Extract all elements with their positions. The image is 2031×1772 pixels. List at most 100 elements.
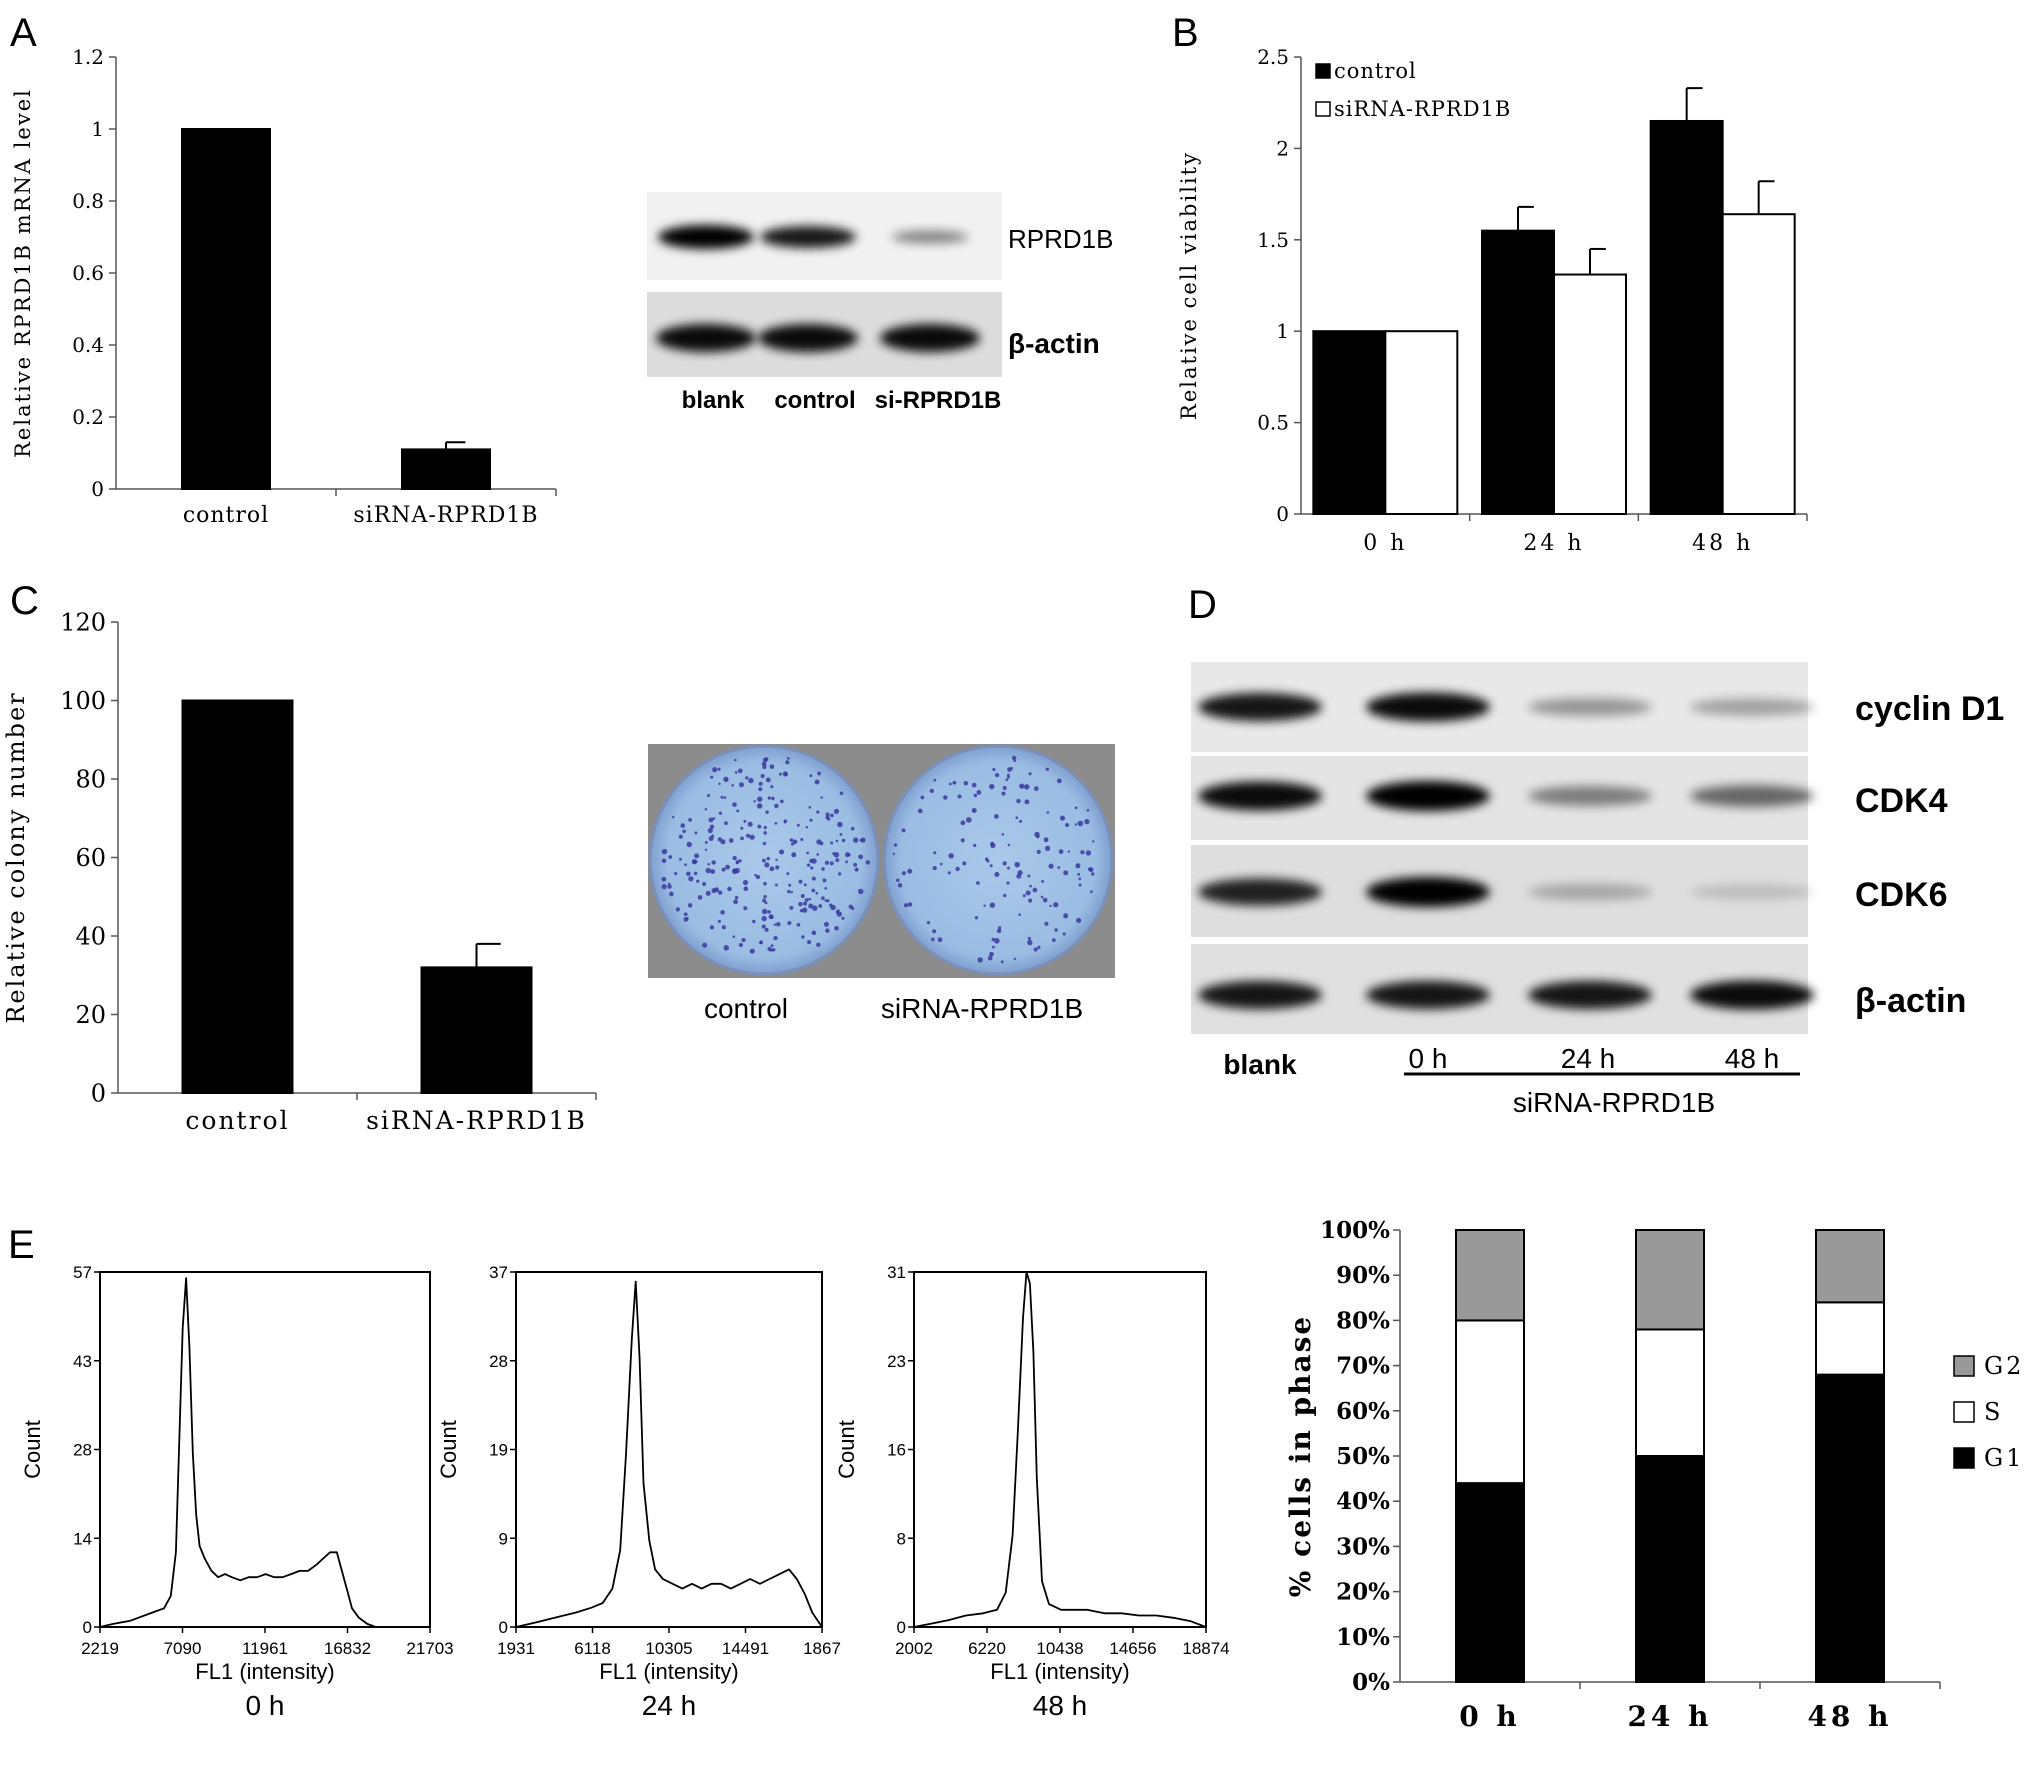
legend-label: control xyxy=(1334,59,1417,83)
y-tick-label: 40 xyxy=(75,922,106,950)
colony-dot xyxy=(661,884,667,890)
histogram-48h: 0 8 16 23 31 2002 6220 10438 14656 18874 FL1 (inte… xyxy=(834,1263,1230,1721)
colony-dot xyxy=(1007,866,1010,870)
bar xyxy=(1312,330,1387,516)
colony-dot xyxy=(858,854,864,860)
colony-dot xyxy=(1075,863,1081,869)
stacked-segment-g1 xyxy=(1635,1455,1705,1683)
colony-dot xyxy=(702,942,708,948)
colony-dot xyxy=(749,948,755,954)
blot-a-label-target: RPRD1B xyxy=(1008,224,1113,254)
colony-dot xyxy=(822,878,827,883)
colony-dot xyxy=(759,941,762,944)
colony-dot xyxy=(1046,811,1050,814)
colony-dot xyxy=(743,819,747,823)
colony-dot xyxy=(853,862,858,867)
y-tick-label: 43 xyxy=(73,1352,92,1371)
colony-dot xyxy=(823,921,830,927)
colony-dot xyxy=(811,888,816,893)
colony-dot xyxy=(758,781,763,786)
y-axis-label: Count xyxy=(834,1420,859,1479)
x-tick-label: control xyxy=(183,503,269,528)
colony-dot xyxy=(721,867,726,872)
colony-dot xyxy=(937,937,943,943)
colony-dot xyxy=(754,873,757,877)
colony-dot xyxy=(816,810,820,814)
colony-dot xyxy=(839,832,843,836)
colony-dot xyxy=(800,894,805,898)
colony-dot xyxy=(765,810,769,814)
colony-dot xyxy=(820,796,823,799)
band-2-0 xyxy=(1198,878,1322,906)
y-tick-label: 0.2 xyxy=(72,405,104,429)
colony-dot xyxy=(732,935,736,938)
colony-dot xyxy=(948,782,952,786)
colony-dot xyxy=(1011,755,1017,761)
colony-dot xyxy=(812,905,818,911)
colony-dot xyxy=(705,890,711,896)
colony-dot xyxy=(734,771,738,774)
bar xyxy=(181,699,294,1094)
band-2-1 xyxy=(1366,877,1490,907)
colony-dot xyxy=(732,855,737,861)
colony-dot xyxy=(855,867,859,871)
colony-dot xyxy=(727,886,732,892)
colony-dot xyxy=(686,841,692,848)
x-tick-label: 6118 xyxy=(574,1639,611,1658)
colony-dot xyxy=(757,796,763,802)
colony-dot xyxy=(1028,772,1032,776)
x-tick-label: 48 h xyxy=(1807,1700,1892,1733)
colony-dot xyxy=(734,895,739,900)
colony-dot xyxy=(1002,861,1007,866)
colony-dot xyxy=(800,837,804,841)
colony-dot xyxy=(679,857,682,861)
colony-dot xyxy=(1029,884,1032,888)
colony-dot xyxy=(774,803,779,809)
colony-dot xyxy=(827,817,831,821)
colony-dot xyxy=(684,863,687,867)
colony-dot xyxy=(711,888,717,894)
colony-dot xyxy=(725,864,731,870)
colony-dot xyxy=(1092,840,1095,843)
colony-dot xyxy=(833,808,840,814)
colony-dot xyxy=(753,800,756,803)
colony-dot xyxy=(989,951,994,957)
colony-dot xyxy=(933,778,937,782)
x-axis-label: FL1 (intensity) xyxy=(599,1659,738,1684)
band-0-1 xyxy=(1366,692,1490,722)
colony-dot xyxy=(973,793,978,798)
legend-label: G1 xyxy=(1984,1444,2024,1472)
colony-dot xyxy=(931,937,935,942)
colony-dot xyxy=(1085,850,1092,856)
colony-dot xyxy=(1005,778,1009,782)
blot-d-lane-24h: 24 h xyxy=(1561,1043,1616,1074)
y-tick-label: 9 xyxy=(499,1529,508,1548)
colony-dot xyxy=(743,906,748,911)
colony-dot xyxy=(1067,850,1071,853)
y-tick-label: 80% xyxy=(1336,1307,1390,1334)
y-tick-label: 80 xyxy=(75,765,106,793)
colony-dot xyxy=(801,907,808,913)
colony-dot xyxy=(1057,866,1061,869)
colony-dot xyxy=(1062,932,1066,936)
colony-dot xyxy=(1025,890,1031,896)
colony-dot xyxy=(917,808,923,814)
band-1-2 xyxy=(1528,785,1652,807)
colony-dot xyxy=(761,908,768,915)
y-axis-label: Relative cell viability xyxy=(1177,151,1201,420)
y-tick-label: 50% xyxy=(1336,1443,1390,1470)
colony-dot xyxy=(808,806,812,809)
colony-dot xyxy=(694,853,700,859)
histogram-0h: 0 14 28 43 57 2219 7090 11961 16832 21703 FL1 (int… xyxy=(20,1263,454,1721)
colony-dot xyxy=(817,771,821,776)
histogram-trace xyxy=(515,1280,823,1628)
colony-dot xyxy=(745,776,749,780)
bar xyxy=(1721,213,1796,515)
x-tick-label: 14491 xyxy=(722,1639,769,1658)
colony-dot xyxy=(796,823,800,827)
colony-dot xyxy=(952,780,957,785)
y-tick-label: 20 xyxy=(75,1001,106,1029)
colony-dot xyxy=(678,834,683,839)
colony-dot xyxy=(907,868,913,874)
colony-dot xyxy=(1041,879,1045,883)
